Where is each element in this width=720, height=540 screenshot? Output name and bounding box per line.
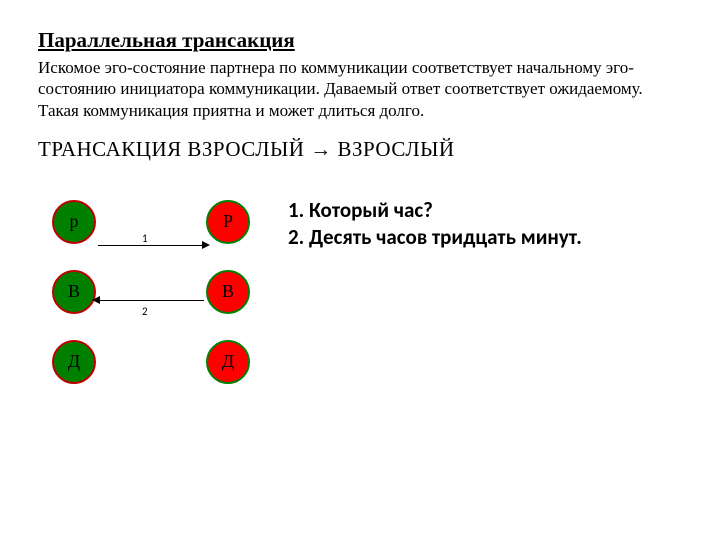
ego-state-node-left: Д [52, 340, 96, 384]
subtitle: ТРАНСАКЦИЯ ВЗРОСЛЫЙ → ВЗРОСЛЫЙ [38, 137, 682, 162]
arrow-label: 2 [142, 305, 148, 318]
arrow-head-icon [92, 296, 100, 304]
ego-state-node-left: В [52, 270, 96, 314]
arrow-head-icon [202, 241, 210, 249]
ego-state-node-left: р [52, 200, 96, 244]
dialogue-line: 1. Который час? [288, 197, 582, 224]
ego-state-node-right: Д [206, 340, 250, 384]
content-area: рВДРВД12 1. Который час? 2. Десять часов… [38, 192, 682, 412]
arrow-line [98, 300, 204, 301]
dialogue-text: 1. Который час? 2. Десять часов тридцать… [288, 192, 582, 412]
dialogue-line: 2. Десять часов тридцать минут. [288, 224, 582, 251]
description-text: Искомое эго-состояние партнера по коммун… [38, 57, 682, 121]
ego-state-node-right: В [206, 270, 250, 314]
page-title: Параллельная трансакция [38, 28, 682, 53]
ego-state-node-right: Р [206, 200, 250, 244]
transaction-diagram: рВДРВД12 [38, 192, 268, 412]
arrow-label: 1 [142, 232, 148, 245]
arrow-line [98, 245, 204, 246]
